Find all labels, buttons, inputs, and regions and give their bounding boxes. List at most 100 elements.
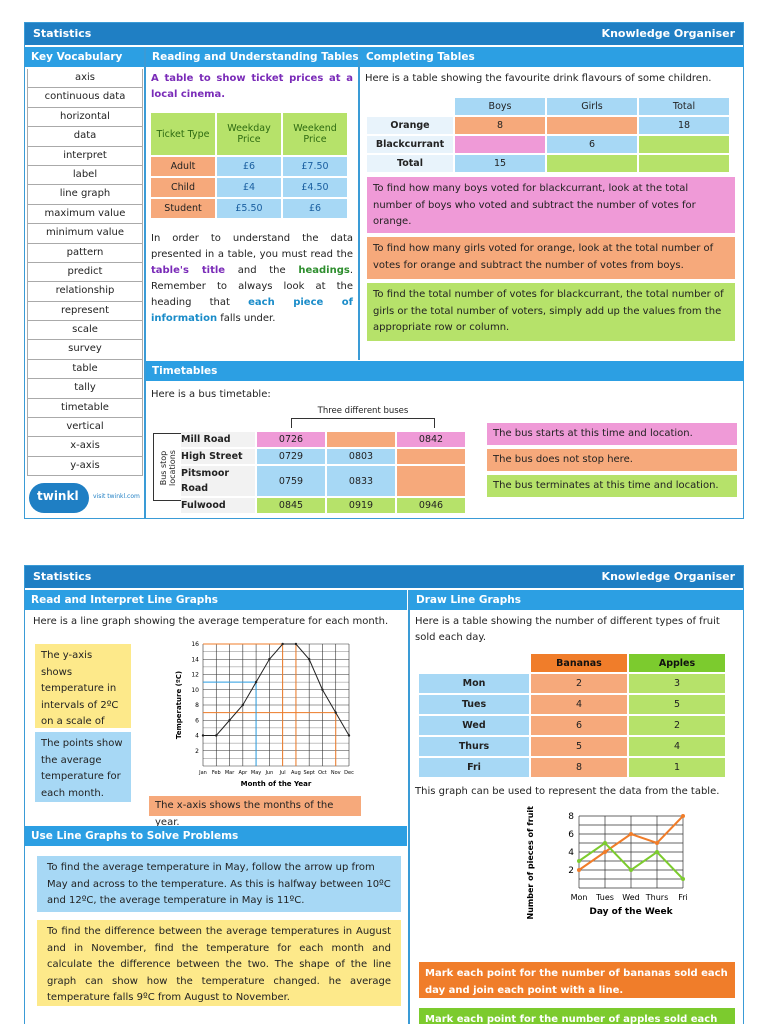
- fruit-col-bananas: Bananas: [531, 654, 627, 672]
- fruit-cell: 1: [629, 758, 725, 777]
- ticket-cell: £5.50: [217, 199, 281, 218]
- point-apples: [603, 841, 607, 845]
- buses-bracket: [291, 418, 435, 428]
- fruit-row-day: Thurs: [419, 737, 529, 756]
- temperature-line-graph: 2 4 6 8 10 12 14 16 Jan Feb Mar Apr May Jun Jul Aug Sept…: [175, 641, 354, 788]
- page-2-organiser-label: Knowledge Organiser: [601, 570, 735, 583]
- drinks-cell: [639, 136, 729, 153]
- bus-time: 0919: [327, 498, 395, 513]
- page-1-title-bar: Statistics Knowledge Organiser: [25, 23, 743, 45]
- stop-pitsmoor-road: Pitsmoor Road: [181, 466, 255, 496]
- vocab-word: x-axis: [27, 437, 143, 457]
- draw-note-apples: Mark each point for the number of apples…: [419, 1008, 735, 1024]
- x-tick-label: Aug: [291, 770, 301, 776]
- tip-totals: To find the total number of votes for bl…: [367, 283, 735, 341]
- temperature-point: [281, 642, 284, 646]
- point-apples: [681, 877, 685, 881]
- x-axis-label: Month of the Year: [241, 780, 312, 788]
- fruit-cell: 4: [629, 737, 725, 756]
- x-tick-label: Jan: [198, 770, 207, 776]
- stop-mill-road: Mill Road: [181, 432, 255, 447]
- bus-time: 0759: [257, 466, 325, 496]
- y-tick-label: 8: [195, 702, 199, 709]
- drinks-cell: [547, 155, 637, 172]
- drinks-row-total: Total: [367, 155, 453, 172]
- x-tick-label: Fri: [678, 893, 688, 902]
- twinkl-logo: [29, 483, 89, 513]
- fruit-cell: 5: [531, 737, 627, 756]
- vocab-word: data: [27, 127, 143, 147]
- fruit-cell: 4: [531, 695, 627, 714]
- ticket-cell: £4: [217, 178, 281, 197]
- tip-girls-orange: To find how many girls voted for orange,…: [367, 237, 735, 279]
- drinks-col-total: Total: [639, 98, 729, 115]
- y-tick-label: 2: [195, 748, 199, 755]
- knowledge-organiser-page-2: Statistics Knowledge Organiser Read and …: [24, 565, 744, 1024]
- point-apples: [629, 868, 633, 872]
- temperature-point: [347, 734, 351, 737]
- completing-intro: Here is a table showing the favourite dr…: [365, 73, 712, 84]
- bus-time: [397, 466, 465, 496]
- point-apples: [655, 850, 659, 854]
- x-tick-label: Apr: [238, 770, 248, 776]
- page-2-title-bar: Statistics Knowledge Organiser: [25, 566, 743, 588]
- x-tick-label: Oct: [318, 770, 327, 776]
- drinks-table: Boys Girls Total Orange 8 18 Blackcurrant 6 T…: [365, 96, 731, 174]
- y-tick-label: 2: [568, 866, 574, 876]
- temperature-point: [334, 711, 337, 714]
- vocab-word: interpret: [27, 146, 143, 166]
- divider: [144, 47, 146, 519]
- x-tick-label: Nov: [331, 770, 341, 776]
- vocab-word: timetable: [27, 398, 143, 419]
- fruit-row-day: Wed: [419, 716, 529, 735]
- bus-time: [327, 432, 395, 447]
- x-tick-label: Feb: [212, 770, 221, 776]
- temperature-point: [294, 642, 298, 646]
- point-apples: [577, 859, 581, 863]
- temperature-point: [215, 734, 218, 737]
- vocab-word: represent: [27, 301, 143, 322]
- vocab-word: predict: [27, 262, 143, 283]
- drinks-row-orange: Orange: [367, 117, 453, 134]
- drinks-row-blackcurrant: Blackcurrant: [367, 136, 453, 153]
- bus-time: [397, 449, 465, 464]
- solve-header: Use Line Graphs to Solve Problems: [25, 826, 407, 846]
- drinks-cell: [547, 117, 637, 134]
- vocab-word: survey: [27, 340, 143, 360]
- y-tick-label: 16: [191, 641, 199, 648]
- fruit-cell: 3: [629, 674, 725, 693]
- y-tick-label: 8: [568, 812, 574, 822]
- x-tick-label: Sept: [303, 770, 314, 776]
- y-tick-label: 14: [191, 656, 199, 663]
- ticket-row-label: Adult: [151, 157, 215, 176]
- fruit-cell: 2: [629, 716, 725, 735]
- divider: [358, 47, 360, 360]
- bus-time: 0833: [327, 466, 395, 496]
- drinks-cell: [639, 155, 729, 172]
- draw-note-bananas: Mark each point for the number of banana…: [419, 962, 735, 998]
- vocab-word: line graph: [27, 185, 143, 205]
- y-tick-label: 6: [568, 830, 574, 840]
- vocab-word: minimum value: [27, 224, 143, 244]
- bus-time: 0845: [257, 498, 325, 513]
- ticket-row-label: Child: [151, 178, 215, 197]
- fruit-cell: 8: [531, 758, 627, 777]
- drinks-cell: 6: [547, 136, 637, 153]
- x-tick-label: Jul: [279, 770, 286, 776]
- stop-label: Bus stop locations: [159, 450, 177, 486]
- note-x-axis: The x-axis shows the months of the year.: [149, 796, 361, 828]
- fruit-row-day: Fri: [419, 758, 529, 777]
- ticket-col-type: Ticket Type: [151, 113, 215, 155]
- x-tick-label: Mar: [225, 770, 235, 776]
- timetables-header: Timetables: [146, 361, 744, 381]
- x-tick-label: Thurs: [645, 893, 668, 902]
- fruit-table: Bananas Apples Mon 2 3 Tues 4 5 Wed 6 2 Thurs 5 4…: [417, 652, 727, 779]
- note-y-axis: The y-axis shows temperature in interval…: [35, 644, 131, 744]
- timetables-intro: Here is a bus timetable:: [151, 389, 271, 400]
- ticket-col-weekday: Weekday Price: [217, 113, 281, 155]
- bus-time: 0729: [257, 449, 325, 464]
- fruit-line-graph: 2 4 6 8 Mon Tues Wed Thurs Fri Day of the Week Num…: [526, 806, 688, 919]
- point-bananas: [681, 814, 685, 818]
- ticket-col-weekend: Weekend Price: [283, 113, 347, 155]
- x-axis-label: Day of the Week: [589, 907, 673, 917]
